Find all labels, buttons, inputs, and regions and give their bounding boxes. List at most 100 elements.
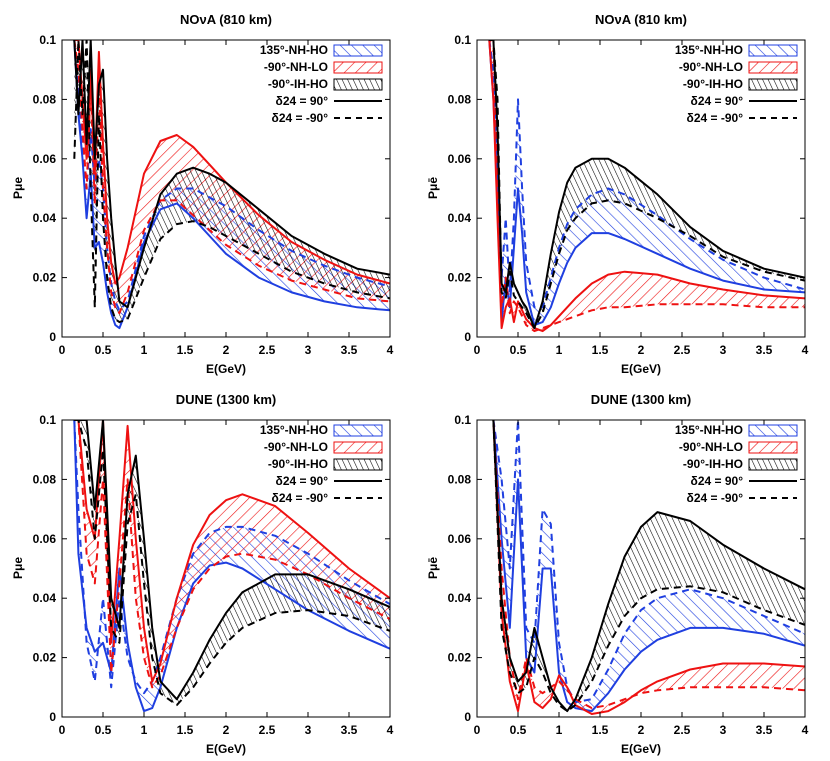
series-line [492,420,805,713]
series-line [73,40,390,309]
x-tick-label: 3.5 [756,723,773,737]
x-tick-label: 3 [720,723,727,737]
x-tick-label: 0 [59,343,66,357]
y-tick-label: 0.1 [454,413,471,427]
legend-label-90-nh-lo: -90°-NH-LO [264,440,328,454]
legend-label-dashed: δ24 = -90° [272,491,329,505]
x-tick-label: 3.5 [756,343,773,357]
x-tick-label: 2.5 [259,343,276,357]
y-tick-label: 0 [49,330,56,344]
band-90-ih-ho [489,40,805,329]
legend-swatch-red [333,61,383,74]
chart-panel-3: DUNE (1300 km) 0 0.5 1 1.5 2 2.5 3 3.5 4… [426,392,809,756]
x-tick-label: 0.5 [510,343,527,357]
x-tick-label: 4 [387,723,394,737]
legend-label-solid: δ24 = 90° [276,474,329,488]
chart-title: DUNE (1300 km) [591,392,691,407]
x-tick-label: 1 [141,723,148,737]
x-tick-label: 1.5 [592,723,609,737]
legend-swatch-red [333,441,383,454]
legend-label-solid: δ24 = 90° [691,474,744,488]
chart-title: DUNE (1300 km) [176,392,276,407]
x-axis-label: E(GeV) [206,742,246,756]
chart-panel-0: NOνA (810 km) 0 0.5 1 1.5 2 2.5 3 3.5 4 … [11,12,394,376]
legend: 135°-NH-HO -90°-NH-LO -90°-IH-HO δ24 = 9… [260,423,383,505]
x-tick-label: 3.5 [341,723,358,737]
y-tick-label: 0.04 [448,211,472,225]
y-tick-label: 0.02 [448,271,472,285]
y-tick-label: 0.06 [448,152,472,166]
y-axis-label: Pμē [426,557,440,579]
x-axis: 0 0.5 1 1.5 2 2.5 3 3.5 4 [59,40,394,357]
chart-title: NOνA (810 km) [595,12,687,27]
series-line [488,40,805,309]
legend-swatch-black [748,458,798,471]
y-axis: 0 0.02 0.04 0.06 0.08 0.1 [448,413,805,724]
x-tick-label: 3 [305,343,312,357]
y-tick-label: 0.04 [448,591,472,605]
x-tick-label: 2 [638,343,645,357]
series-line [489,40,805,333]
x-tick-label: 2 [638,723,645,737]
legend: 135°-NH-HO -90°-NH-LO -90°-IH-HO δ24 = 9… [675,43,798,125]
y-tick-label: 0.08 [448,472,472,486]
y-tick-label: 0.06 [33,152,57,166]
y-tick-label: 0.1 [39,33,56,47]
y-tick-label: 0.02 [33,271,57,285]
band-90-nh-lo [74,420,390,688]
legend-swatch-blue [748,44,798,57]
series-line [492,420,805,710]
legend-label-135-nh-ho: 135°-NH-HO [260,423,328,437]
series-line [488,40,805,333]
legend-label-dashed: δ24 = -90° [687,491,744,505]
series-group [492,420,805,715]
legend: 135°-NH-HO -90°-NH-LO -90°-IH-HO δ24 = 9… [260,43,383,125]
x-tick-label: 3 [720,343,727,357]
series-line [74,420,390,689]
x-axis: 0 0.5 1 1.5 2 2.5 3 3.5 4 [59,420,394,737]
series-line [74,420,390,707]
series-line [73,40,390,315]
series-line [492,420,805,713]
y-tick-label: 0 [49,710,56,724]
y-tick-label: 0.02 [33,651,57,665]
y-tick-label: 0 [464,330,471,344]
legend-label-dashed: δ24 = -90° [687,111,744,125]
series-line [73,420,390,713]
legend-swatch-black [333,458,383,471]
legend-label-90-ih-ho: -90°-IH-HO [683,457,743,471]
x-tick-label: 2 [223,343,230,357]
x-tick-label: 0 [59,723,66,737]
y-axis-label: Pμe [11,557,25,579]
y-tick-label: 0.08 [33,472,57,486]
x-axis-label: E(GeV) [621,362,661,376]
y-tick-label: 0.08 [448,92,472,106]
legend: 135°-NH-HO -90°-NH-LO -90°-IH-HO δ24 = 9… [675,423,798,505]
x-axis-label: E(GeV) [621,742,661,756]
x-tick-label: 1.5 [177,343,194,357]
series-group [73,40,390,330]
x-tick-label: 2.5 [674,343,691,357]
x-tick-label: 2 [223,723,230,737]
x-tick-label: 0 [474,343,481,357]
y-tick-label: 0 [464,710,471,724]
band-135-nh-ho [489,40,805,326]
legend-label-135-nh-ho: 135°-NH-HO [260,43,328,57]
series-line [489,40,805,330]
y-tick-label: 0.02 [448,651,472,665]
series-line [74,420,390,683]
series-line [492,420,805,715]
legend-swatch-blue [748,424,798,437]
band-90-nh-lo [493,420,805,714]
x-axis: 0 0.5 1 1.5 2 2.5 3 3.5 4 [474,420,809,737]
series-line [489,40,805,330]
legend-swatch-black [333,78,383,91]
legend-label-90-ih-ho: -90°-IH-HO [683,77,743,91]
legend-label-solid: δ24 = 90° [691,94,744,108]
y-tick-label: 0.04 [33,591,57,605]
y-tick-label: 0.06 [448,532,472,546]
x-axis-label: E(GeV) [206,362,246,376]
series-group [73,420,390,713]
y-axis-label: Pμē [426,177,440,199]
